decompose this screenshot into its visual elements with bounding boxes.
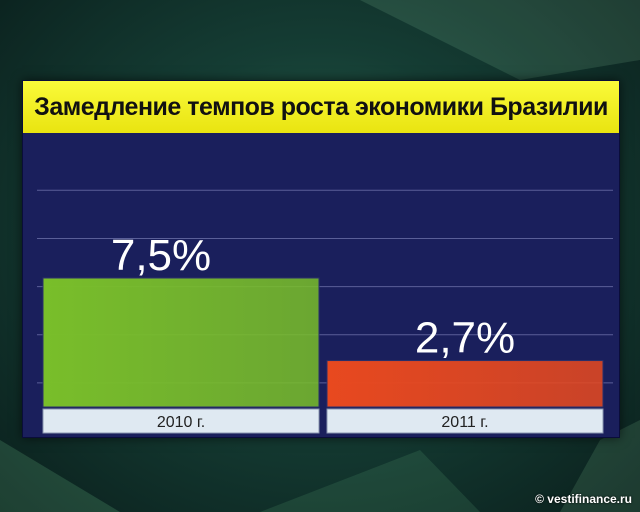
category-strip	[42, 408, 320, 434]
category-label: 2010 г.	[157, 414, 205, 431]
source-credit: © vestifinance.ru	[535, 492, 632, 506]
bar-1	[42, 277, 320, 408]
bar-value-label: 7,5%	[111, 231, 211, 280]
bar-chart: 7,5% 2010 г. 2,7% 2011 г.	[37, 189, 613, 434]
bar-2	[326, 360, 604, 408]
category-label: 2011 г.	[441, 414, 488, 431]
chart-panel: 7,5% 2010 г. 2,7% 2011 г. Замедление темпов…	[22, 80, 620, 438]
title-bar: Замедление темпов роста экономики Бразил…	[23, 81, 619, 133]
bar-value-label: 2,7%	[415, 314, 515, 363]
category-strip	[326, 408, 604, 434]
chart-title: Замедление темпов роста экономики Бразил…	[34, 92, 608, 121]
